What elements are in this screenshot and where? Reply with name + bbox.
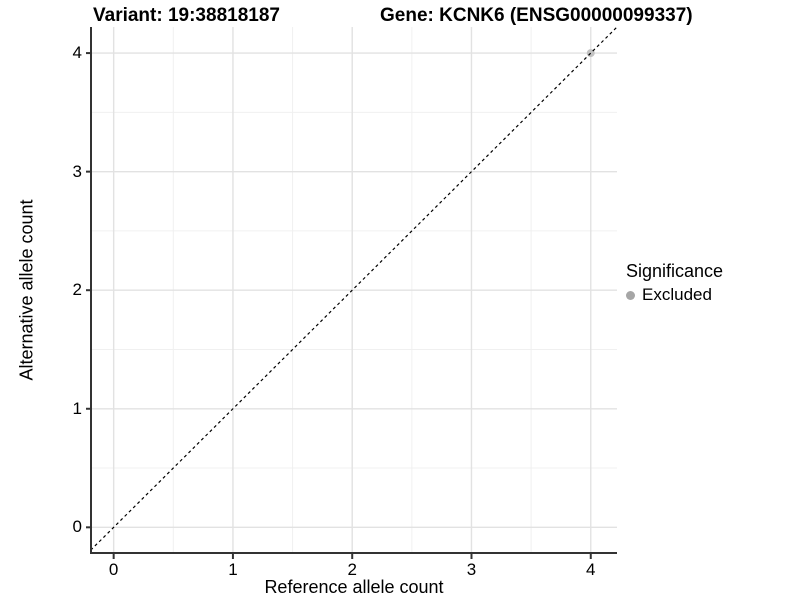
- y-tick-label: 4: [72, 43, 82, 63]
- x-tick-label: 0: [108, 560, 119, 579]
- data-layer: [91, 27, 617, 551]
- y-tick-label: 2: [72, 280, 82, 300]
- x-tick-label: 3: [466, 560, 477, 579]
- x-tick-label: 1: [228, 560, 238, 579]
- plot-title-variant: Variant: 19:38818187: [93, 5, 280, 26]
- legend-title: Significance: [626, 261, 724, 281]
- legend-item-excluded: Excluded: [626, 285, 723, 305]
- identity-line: [91, 27, 617, 551]
- plot-title-gene: Gene: KCNK6 (ENSG00000099337): [380, 5, 693, 26]
- x-tick-label: 4: [586, 560, 596, 579]
- legend-item-label: Excluded: [642, 285, 712, 304]
- y-tick-label: 3: [72, 161, 82, 181]
- x-axis-title: Reference allele count: [264, 577, 444, 597]
- y-axis-title: Alternative allele count: [16, 199, 37, 381]
- y-tick-label: 0: [72, 517, 82, 537]
- legend: Significance Excluded: [626, 261, 723, 305]
- y-tick-label: 1: [72, 398, 82, 418]
- plot-panel: [83, 27, 625, 562]
- legend-dot-icon: [626, 290, 635, 300]
- x-tick-label: 2: [347, 560, 357, 579]
